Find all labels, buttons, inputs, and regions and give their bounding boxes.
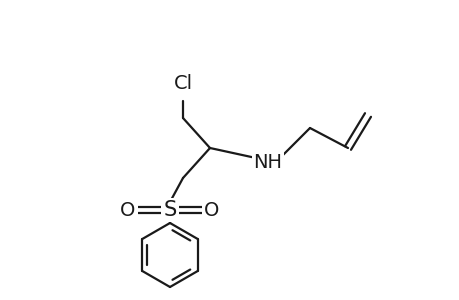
Text: O: O [120,200,135,220]
Text: O: O [204,200,219,220]
Text: NH: NH [253,154,282,172]
Text: Cl: Cl [173,74,192,93]
Text: S: S [163,200,176,220]
